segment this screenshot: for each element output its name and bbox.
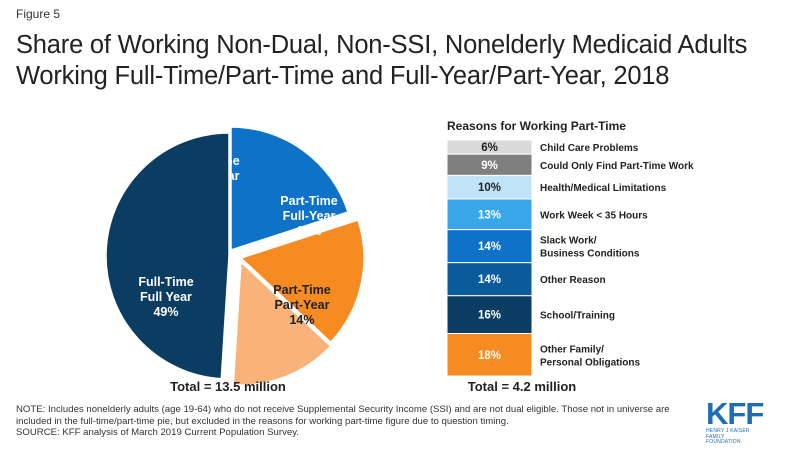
pie-slice-label-1: Part-Time Full-Year 17% xyxy=(280,194,337,238)
bar-category-label-4: Slack Work/Business Conditions xyxy=(540,236,640,260)
pie-slice-label-2: Part-Time Part-Year 14% xyxy=(273,283,330,327)
pie-slice-label-3: Full-Time Full Year 49% xyxy=(138,275,193,319)
logo-line-1: HENRY J KAISER xyxy=(706,428,750,434)
note-text: NOTE: Includes nonelderly adults (age 19… xyxy=(16,404,670,427)
bar-value-label-6: 16% xyxy=(478,310,501,322)
bar-category-label-3: Work Week < 35 Hours xyxy=(540,210,648,221)
kff-logo: KFF HENRY J KAISER FAMILY FOUNDATION xyxy=(706,396,786,445)
bar-category-label-1: Could Only Find Part-Time Work xyxy=(540,161,694,172)
bar-total-label: Total = 4.2 million xyxy=(467,379,577,394)
pie-slice-1 xyxy=(239,219,365,344)
bar-value-label-3: 13% xyxy=(478,209,501,221)
figure-label: Figure 5 xyxy=(16,7,61,21)
bar-value-label-0: 6% xyxy=(481,142,498,154)
pie-slice-0 xyxy=(230,126,349,252)
logo-subtitle: HENRY J KAISER FAMILY FOUNDATION xyxy=(706,428,756,446)
chart-title: Share of Working Non-Dual, Non-SSI, None… xyxy=(16,31,748,90)
bar-category-label-7: Other Family/Personal Obligations xyxy=(540,344,640,368)
bar-segment-6 xyxy=(446,295,533,335)
bar-value-label-1: 9% xyxy=(481,160,498,172)
bar-value-label-7: 18% xyxy=(478,350,501,362)
pie-slice-2 xyxy=(232,260,332,386)
bar-value-label-5: 14% xyxy=(478,274,501,286)
bar-segment-7 xyxy=(446,333,533,377)
bar-segment-3 xyxy=(446,198,533,231)
bar-chart-title: Reasons for Working Part-Time xyxy=(447,119,626,133)
bar-segment-4 xyxy=(446,229,533,264)
logo-line-2: FAMILY FOUNDATION xyxy=(706,433,741,446)
bar-value-label-4: 14% xyxy=(478,241,501,253)
bar-category-label-6: School/Training xyxy=(540,311,615,322)
bar-category-label-0: Child Care Problems xyxy=(540,143,639,154)
bar-value-label-2: 10% xyxy=(478,182,501,194)
bar-category-label-5: Other Reason xyxy=(540,275,606,286)
bar-category-label-2: Health/Medical Limitations xyxy=(540,183,667,194)
source-text: SOURCE: KFF analysis of March 2019 Curre… xyxy=(16,427,299,439)
pie-total-label: Total = 13.5 million xyxy=(170,379,286,394)
logo-mark: KFF xyxy=(706,396,764,431)
bar-segment-5 xyxy=(446,262,533,297)
footnote: NOTE: Includes nonelderly adults (age 19… xyxy=(16,404,696,439)
pie-slice-3 xyxy=(105,132,230,380)
